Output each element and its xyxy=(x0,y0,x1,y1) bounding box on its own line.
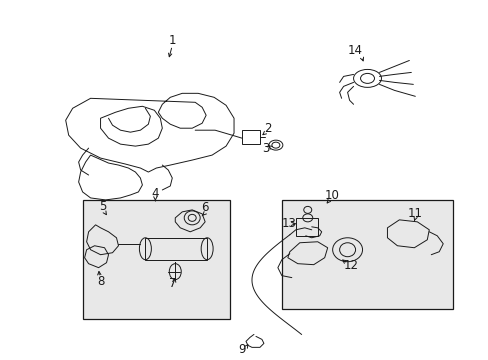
Text: 8: 8 xyxy=(97,275,104,288)
Text: 2: 2 xyxy=(264,122,271,135)
Text: 6: 6 xyxy=(201,201,208,215)
Text: 5: 5 xyxy=(99,201,106,213)
Bar xyxy=(145,238,207,260)
Text: 3: 3 xyxy=(262,141,269,155)
Bar xyxy=(242,130,260,144)
Text: 14: 14 xyxy=(347,44,362,57)
Bar xyxy=(82,200,229,319)
Text: 7: 7 xyxy=(168,277,176,290)
Text: 9: 9 xyxy=(238,343,245,356)
Text: 12: 12 xyxy=(344,259,358,272)
Text: 4: 4 xyxy=(151,188,159,201)
Bar xyxy=(281,200,452,310)
Text: 1: 1 xyxy=(168,34,176,47)
Text: 11: 11 xyxy=(407,207,422,220)
Text: 10: 10 xyxy=(324,189,338,202)
Bar xyxy=(295,218,317,236)
Text: 13: 13 xyxy=(281,217,296,230)
